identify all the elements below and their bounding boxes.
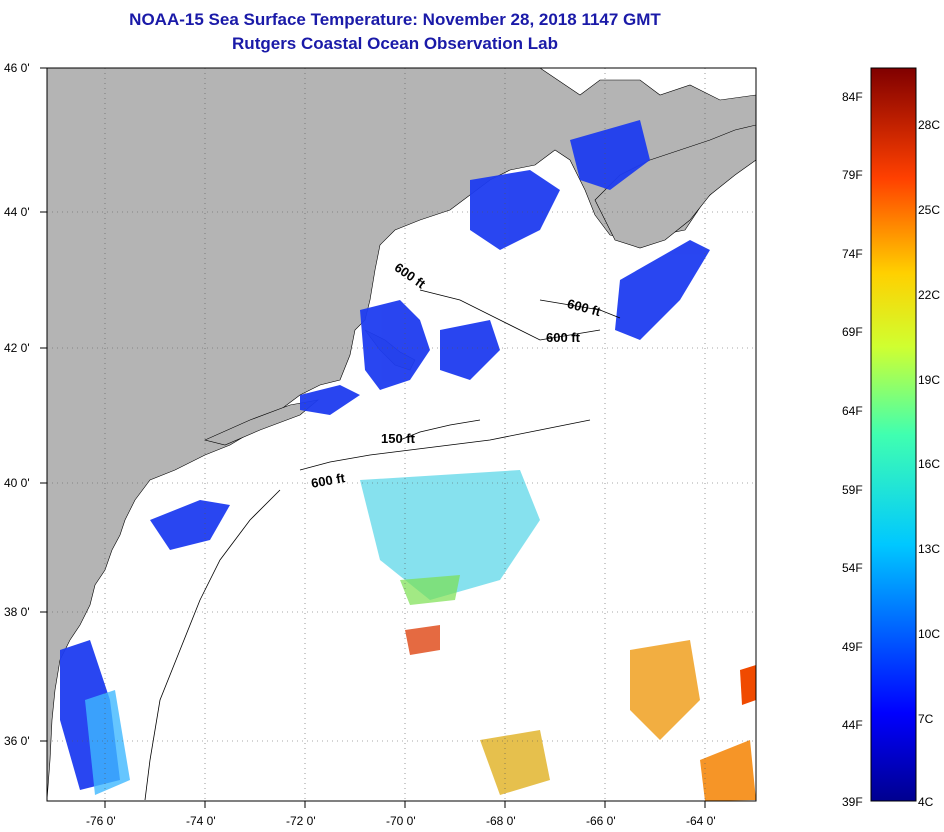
lat-label: 42 0' — [4, 341, 30, 355]
colorbar-label-c: 10C — [918, 627, 941, 641]
colorbar-label-c: 16C — [918, 457, 941, 471]
cold-water-patches — [60, 120, 710, 790]
colorbar-label-f: 64F — [842, 404, 863, 418]
colorbar — [870, 67, 917, 802]
map-frame — [46, 67, 757, 802]
lat-label: 40 0' — [4, 476, 30, 490]
colorbar-label-c: 4C — [918, 795, 934, 809]
graticule — [47, 68, 756, 801]
colorbar-label-c: 7C — [918, 712, 934, 726]
map-ticks — [40, 67, 706, 808]
lon-label: -74 0' — [186, 814, 216, 828]
lat-label: 44 0' — [4, 205, 30, 219]
lat-label: 38 0' — [4, 605, 30, 619]
lon-label: -64 0' — [686, 814, 716, 828]
isobath-contours — [144, 289, 621, 801]
colorbar-label-f: 79F — [842, 168, 863, 182]
contour-label: 600 ft — [546, 330, 580, 345]
lat-label: 36 0' — [4, 734, 30, 748]
colorbar-label-f: 74F — [842, 247, 863, 261]
lat-label: 46 0' — [4, 61, 30, 75]
colorbar-label-f: 39F — [842, 795, 863, 809]
colorbar-label-c: 22C — [918, 288, 941, 302]
colorbar-label-f: 84F — [842, 90, 863, 104]
lon-label: -70 0' — [386, 814, 416, 828]
map-body — [47, 68, 756, 801]
colorbar-label-c: 28C — [918, 118, 941, 132]
lon-label: -66 0' — [586, 814, 616, 828]
map-title: NOAA-15 Sea Surface Temperature: Novembe… — [129, 10, 661, 29]
land-nova-scotia — [594, 124, 756, 249]
colorbar-label-f: 49F — [842, 640, 863, 654]
lon-label: -76 0' — [86, 814, 116, 828]
colorbar-label-c: 19C — [918, 373, 941, 387]
map-subtitle: Rutgers Coastal Ocean Observation Lab — [232, 34, 558, 53]
colorbar-label-c: 13C — [918, 542, 941, 556]
contour-label: 150 ft — [381, 431, 415, 446]
colorbar-label-f: 59F — [842, 483, 863, 497]
colorbar-label-c: 25C — [918, 203, 941, 217]
warm-water-patches — [405, 625, 756, 801]
lon-label: -72 0' — [286, 814, 316, 828]
lon-label: -68 0' — [486, 814, 516, 828]
colorbar-label-f: 69F — [842, 325, 863, 339]
mid-water-patches — [85, 470, 540, 795]
colorbar-label-f: 44F — [842, 718, 863, 732]
colorbar-label-f: 54F — [842, 561, 863, 575]
